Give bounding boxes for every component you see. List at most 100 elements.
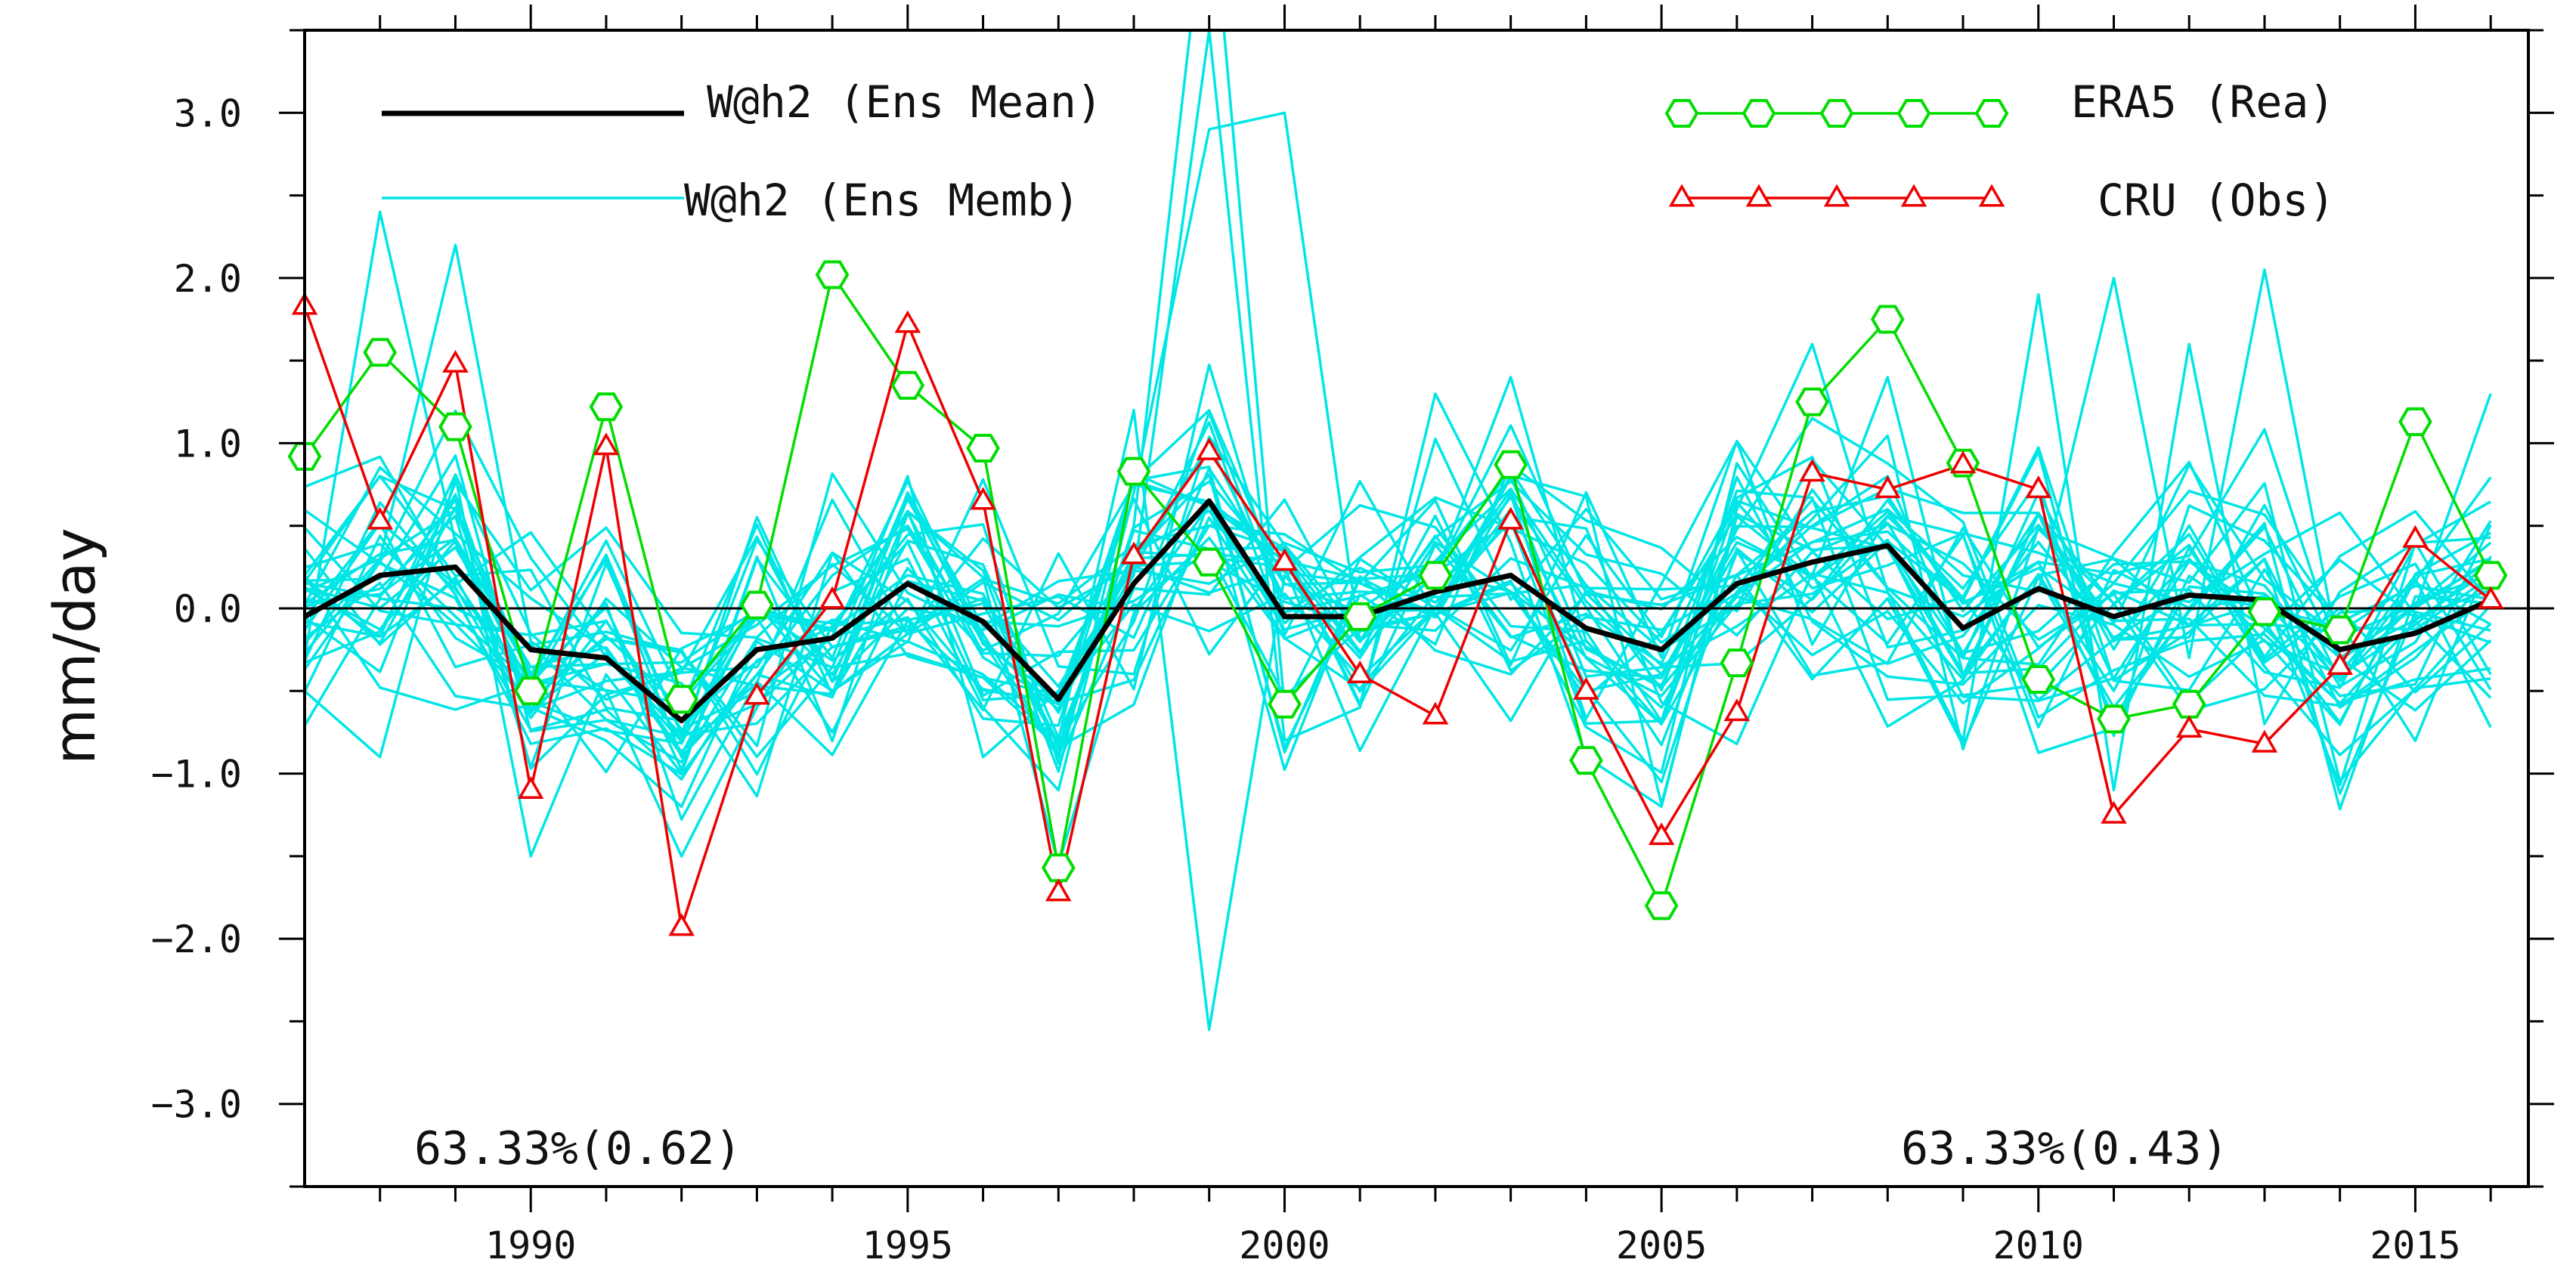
era5-point xyxy=(513,676,548,706)
cru-point xyxy=(1045,878,1072,902)
legend-cru-marker xyxy=(1978,184,2005,207)
era5-point xyxy=(815,260,850,289)
cru-point xyxy=(2025,475,2052,499)
era5-point xyxy=(1192,547,1227,577)
legend-era5-marker xyxy=(1819,99,1854,128)
ensemble-member-line xyxy=(305,481,2491,705)
legend-cru-marker xyxy=(1668,184,1695,207)
era5-point xyxy=(740,590,774,620)
era5-point xyxy=(2021,665,2056,694)
ensemble-member-line xyxy=(305,30,2491,759)
cru-point xyxy=(1346,660,1373,683)
cru-point xyxy=(1875,475,1901,499)
cru-point xyxy=(819,586,846,609)
y-tick-label: −1.0 xyxy=(151,753,242,797)
x-tick-label: 2010 xyxy=(1993,1224,2084,1267)
cru-point xyxy=(2477,586,2504,609)
cru-point xyxy=(894,310,921,333)
era5-point xyxy=(1116,456,1151,486)
cru-point xyxy=(1120,541,1147,565)
cru-point xyxy=(744,682,770,705)
x-tick-label: 2000 xyxy=(1239,1224,1330,1267)
legend-cru-marker xyxy=(1823,184,1850,207)
cru-point xyxy=(593,432,620,456)
era5-point xyxy=(1494,450,1528,479)
cru-point xyxy=(1949,450,1977,474)
cru-point xyxy=(1497,506,1524,530)
ensemble-member-line xyxy=(305,210,2492,1032)
legend-era5-marker xyxy=(1896,99,1931,128)
stat-annotation-left: 63.33%(0.62) xyxy=(414,1122,742,1175)
era5-point xyxy=(1644,891,1679,921)
cru-point xyxy=(2175,715,2203,738)
era5-point xyxy=(966,434,1000,463)
cru-point xyxy=(1799,459,1825,482)
cru-point xyxy=(1723,698,1751,722)
x-tick-label: 1990 xyxy=(485,1224,576,1267)
y-tick-label: 1.0 xyxy=(174,422,242,466)
cru-point xyxy=(2101,800,2127,824)
era5-point xyxy=(664,685,698,714)
ensemble-member-line xyxy=(305,489,2492,821)
legend: W@h2 (Ens Mean) W@h2 (Ens Memb) ERA5 (Rea)… xyxy=(382,76,2335,226)
ensemble-mean-line xyxy=(305,498,2492,724)
era5-point xyxy=(1041,853,1076,883)
legend-cru-marker xyxy=(1745,184,1773,207)
legend-label-cru: CRU (Obs) xyxy=(2098,175,2335,226)
era5-point xyxy=(1268,689,1302,719)
cru-point xyxy=(970,487,996,510)
y-tick-labels: 3.0 2.0 1.0 0.0 −1.0 −2.0 −3.0 xyxy=(151,91,242,1126)
legend-label-ens-mean: W@h2 (Ens Mean) xyxy=(707,76,1103,128)
legend-cru-marker xyxy=(1900,184,1927,207)
y-axis-title: mm/day xyxy=(41,528,108,764)
cru-point xyxy=(367,506,394,530)
legend-era5-marker xyxy=(1742,99,1776,128)
era5-point xyxy=(2097,704,2131,734)
cru-point xyxy=(1648,822,1675,846)
era5-point xyxy=(2323,615,2358,645)
era5-point xyxy=(2473,561,2508,590)
ensemble-members xyxy=(305,30,2492,1032)
x-tick-label: 2005 xyxy=(1616,1224,1707,1267)
era5-point xyxy=(1342,602,1377,631)
era5-point xyxy=(2172,689,2206,719)
y-tick-label: −2.0 xyxy=(151,917,242,961)
y-tick-label: 3.0 xyxy=(174,91,242,135)
era5-point xyxy=(1720,648,1754,678)
y-tick-label: 0.0 xyxy=(174,587,242,631)
cru-point xyxy=(668,913,695,936)
era5-point xyxy=(363,338,398,367)
cru-point xyxy=(1573,676,1599,700)
legend-label-era5: ERA5 (Rea) xyxy=(2071,76,2335,128)
ensemble-member-line xyxy=(305,450,2491,784)
stat-annotation-right: 63.33%(0.43) xyxy=(1901,1122,2228,1175)
x-tick-label: 2015 xyxy=(2370,1224,2460,1267)
era5-point xyxy=(589,392,624,422)
ensemble-member-line xyxy=(305,480,2492,781)
axis-ticks xyxy=(279,5,2554,1212)
era5-point xyxy=(1418,561,1453,590)
cru-point xyxy=(2327,651,2353,676)
cru-point xyxy=(517,775,544,799)
legend-era5-marker xyxy=(1664,99,1699,128)
cru-point xyxy=(2402,525,2429,548)
era5-point xyxy=(1795,387,1829,416)
era5-point xyxy=(2247,597,2282,627)
legend-label-ens-memb: W@h2 (Ens Memb) xyxy=(684,175,1080,226)
era5-point xyxy=(2398,407,2432,436)
era5-point xyxy=(1569,746,1603,775)
era5-point xyxy=(1870,305,1905,334)
legend-era5-marker xyxy=(1974,99,2009,128)
cru-point xyxy=(1271,548,1298,571)
cru-line xyxy=(305,305,2492,928)
ensemble-member-line xyxy=(305,409,2491,811)
cru-point xyxy=(2251,729,2278,753)
y-tick-label: −3.0 xyxy=(151,1083,242,1127)
x-tick-label: 1995 xyxy=(862,1224,953,1267)
era5-point xyxy=(438,412,472,441)
cru-point xyxy=(1196,437,1223,460)
y-tick-label: 2.0 xyxy=(174,257,242,301)
x-tick-labels: 1990 1995 2000 2005 2010 2015 xyxy=(485,1224,2461,1267)
cru-point xyxy=(1422,701,1449,725)
